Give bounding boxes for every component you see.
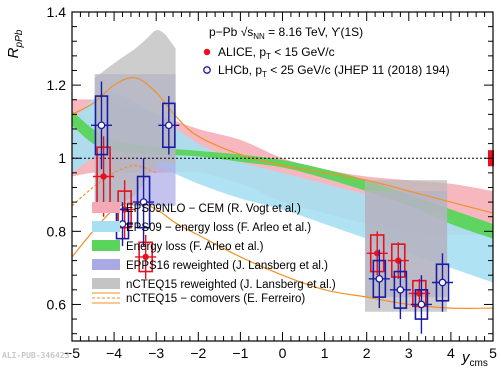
series-1-point-4-marker [375,275,384,283]
y-tick-label-4: 1.4 [47,4,67,20]
series-1-point-3-marker [164,121,173,130]
legend-label-ncteq15: nCTEQ15 reweighted (J. Lansberg et al.) [126,279,336,291]
model-4-band [94,30,176,210]
x-axis-title-sub: cms [470,358,488,369]
series-0-point-0-marker [100,173,107,180]
series-1-point-2-marker [139,198,148,206]
system-annotation-sub: NN [253,32,265,41]
series-1-point-3 [158,96,180,155]
legend-label-eps09-eloss: EPS09 − energy loss (F. Arleo et al.) [126,222,311,234]
series-1-point-7 [431,253,454,312]
x-tick-label-8: 3 [405,345,413,361]
y-tick-label-2: 1 [58,150,66,166]
x-tick-label-2: −3 [148,345,164,361]
legend-marker-lhcb [203,66,211,74]
y-axis-title: RpPb [5,29,25,58]
y-tick-label-3: 1.2 [47,77,67,93]
model-curves [72,30,493,312]
x-tick-label-1: −4 [106,345,122,361]
legend-label-lhcb: LHCb, pT < 25 GeV/c (JHEP 11 (2018) 194) [218,63,450,79]
legend-label-epps16: EPPS16 reweighted (J. Lansberg et al.) [126,260,328,272]
model-5-curve-2 [72,164,157,207]
series-1-point-6 [410,275,432,334]
x-tick-label-5: 0 [279,345,287,361]
series-1-point-7-marker [438,278,447,287]
legend-label-lhcb-rest: < 25 GeV/c (JHEP 11 (2018) 194) [267,63,450,77]
legend-label-alice: ALICE, pT < 15 GeV/c [218,45,335,61]
x-tick-label-7: 2 [363,345,371,361]
x-tick-label-9: 4 [447,345,455,361]
legend-label-alice-sub: T [266,52,271,61]
legend-label-eloss: Energy loss (F. Arleo et al.) [126,241,264,253]
series-1-point-0-marker [97,121,106,130]
series-1-point-5-marker [396,285,405,294]
x-tick-label-3: −2 [190,345,206,361]
legend-swatch-eps09nlo-cem [92,202,120,213]
x-tick-label-0: −5 [64,345,80,361]
series-1-point-6-marker [417,300,426,309]
x-tick-label-10: 5 [489,345,497,361]
legend-marker-alice [203,48,211,56]
series-1-point-1-marker [118,220,127,228]
system-annotation-rest: = 8.16 TeV, ϒ(1S) [265,25,363,39]
watermark: ALI-PUB-346423 [2,351,70,360]
model-legend: EPS09NLO − CEM (R. Vogt et al.) EPS09 − … [92,202,336,305]
axis-ticks: −5 −4 −3 −2 −1 0 1 2 3 4 5 0.6 0.8 1 1.2 1.4 [47,4,498,361]
legend-swatch-eps09-eloss [92,221,120,232]
series-1-point-5 [389,260,411,320]
legend-swatch-eloss [92,240,120,251]
legend-label-comovers: nCTEQ15 − comovers (E. Ferreiro) [126,293,305,305]
legend-label-lhcb-sub: T [262,70,267,79]
series-1-point-4 [368,249,390,309]
series-0-point-2 [135,234,157,279]
legend-label-alice-rest: < 15 GeV/c [271,45,335,59]
system-annotation: p−Pb √sNN = 8.16 TeV, ϒ(1S) [209,25,363,41]
y-tick-label-0: 0.6 [47,296,67,312]
legend-label-eps09nlo-cem: EPS09NLO − CEM (R. Vogt et al.) [126,203,301,215]
legend-swatch-ncteq15 [92,278,120,289]
series-1-point-0 [90,81,112,170]
legend-swatch-epps16 [92,259,120,270]
model-5-curve-0 [72,76,493,214]
data-legend: ALICE, pT < 15 GeV/c LHCb, pT < 25 GeV/c… [203,45,450,79]
x-tick-label-6: 1 [321,345,329,361]
x-tick-label-4: −1 [232,345,248,361]
y-tick-label-1: 0.8 [47,223,67,239]
series-0-point-2-marker [142,253,149,261]
y-axis-title-sub: pPb [14,29,25,48]
series-1-point-2 [133,158,155,246]
x-axis-title: ycms [461,349,488,369]
series-0-point-3 [366,231,388,276]
